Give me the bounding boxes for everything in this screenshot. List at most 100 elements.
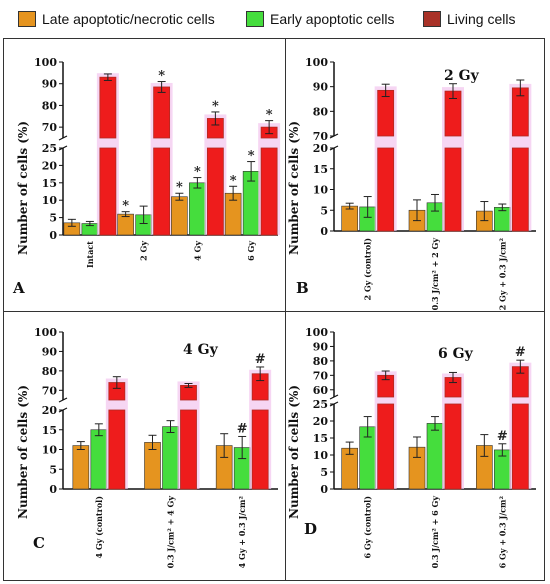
significance-mark: * — [230, 173, 237, 188]
y-tick-label: 0 — [320, 483, 328, 496]
legend: Late apoptotic/necrotic cells Early apop… — [0, 0, 550, 38]
bar-living — [99, 147, 117, 236]
legend-swatch-late — [18, 11, 36, 27]
y-tick-label: 20 — [42, 404, 58, 417]
chart-panel-c: 0 5 10 15 20 70 80 90 100 Number of cells (%) 4 Gy… — [16, 326, 278, 569]
y-tick-label: 90 — [313, 340, 329, 353]
y-tick-label: 100 — [305, 56, 328, 69]
bar-living — [260, 147, 278, 236]
x-tick-label: 4 Gy (control) — [94, 496, 104, 559]
significance-mark: * — [248, 149, 255, 164]
bar-living — [377, 403, 395, 490]
x-tick-label: 0.3 J/cm² + 2 Gy — [430, 238, 440, 311]
y-tick-label: 5 — [320, 204, 328, 217]
legend-label-early: Early apoptotic cells — [270, 11, 395, 27]
significance-mark: * — [266, 108, 273, 123]
bar-late — [117, 213, 134, 236]
legend-swatch-living — [423, 11, 441, 27]
axis-break-mark-top — [58, 397, 68, 403]
bar-living — [251, 409, 269, 490]
bar-living — [108, 409, 126, 490]
y-tick-label: 100 — [34, 326, 57, 339]
y-tick-label: 80 — [313, 355, 329, 368]
significance-mark: # — [497, 429, 508, 444]
x-tick-label: Intact — [85, 241, 95, 268]
panel-letter: D — [304, 520, 317, 538]
x-tick-label: 4 Gy — [192, 241, 202, 261]
y-tick-label: 90 — [42, 345, 58, 358]
significance-mark: * — [122, 199, 129, 214]
significance-mark: * — [176, 180, 183, 195]
bar-living — [444, 147, 462, 232]
y-tick-label: 20 — [42, 159, 58, 172]
significance-mark: # — [237, 421, 248, 436]
significance-mark: * — [212, 99, 219, 114]
y-axis-label: Number of cells (%) — [287, 121, 301, 255]
figure-frame — [3, 38, 545, 581]
y-tick-label: 25 — [313, 398, 328, 411]
bar-early — [162, 426, 179, 490]
bar-living — [444, 403, 462, 490]
bar-living — [180, 409, 197, 490]
y-tick-label: 10 — [313, 449, 329, 462]
x-tick-label: 2 Gy — [139, 241, 149, 261]
y-tick-label: 15 — [313, 163, 328, 176]
bar-early — [189, 182, 206, 236]
y-tick-label: 5 — [49, 463, 57, 476]
y-tick-label: 60 — [313, 384, 329, 397]
y-tick-label: 15 — [42, 424, 57, 437]
y-tick-label: 10 — [42, 444, 58, 457]
y-tick-label: 80 — [42, 99, 58, 112]
bar-living — [206, 147, 224, 236]
y-tick-label: 0 — [49, 229, 57, 242]
x-tick-label: 2 Gy (control) — [363, 238, 373, 301]
y-tick-label: 70 — [313, 369, 329, 382]
significance-mark: * — [194, 165, 201, 180]
y-tick-label: 70 — [313, 130, 329, 143]
bar-early — [426, 423, 444, 490]
y-axis-label: Number of cells (%) — [16, 385, 30, 519]
y-axis-label: Number of cells (%) — [16, 121, 30, 255]
y-tick-label: 5 — [320, 466, 328, 479]
chart-panel-a: 0 5 10 15 20 25 70 80 90 100 Number of cells (%) A I… — [12, 56, 281, 297]
bar-living — [153, 86, 171, 139]
bar-late — [171, 196, 188, 236]
axis-break-mark-top — [329, 394, 339, 400]
legend-swatch-early — [246, 11, 264, 27]
axis-break-mark-top — [58, 135, 68, 141]
y-tick-label: 20 — [313, 142, 329, 155]
y-tick-label: 10 — [313, 184, 329, 197]
y-tick-label: 80 — [313, 105, 329, 118]
y-axis-label: Number of cells (%) — [287, 385, 301, 519]
x-tick-label: 0.3 J/cm² + 6 Gy — [430, 496, 440, 569]
legend-item-late: Late apoptotic/necrotic cells — [18, 10, 215, 28]
bar-living — [377, 147, 395, 232]
y-tick-label: 15 — [313, 432, 328, 445]
bar-living — [377, 89, 395, 137]
legend-label-late: Late apoptotic/necrotic cells — [42, 11, 215, 27]
legend-label-living: Living cells — [447, 11, 516, 27]
y-tick-label: 80 — [42, 365, 58, 378]
bar-living — [153, 147, 171, 236]
y-tick-label: 100 — [34, 56, 57, 69]
y-tick-label: 70 — [42, 121, 58, 134]
significance-mark: # — [515, 345, 526, 360]
y-tick-label: 0 — [320, 225, 328, 238]
y-tick-label: 100 — [305, 326, 328, 339]
panel-letter: A — [12, 279, 25, 297]
bar-living — [511, 147, 529, 232]
chart-title: 6 Gy — [438, 346, 474, 362]
x-tick-label: 6 Gy (control) — [363, 496, 373, 559]
bar-living — [511, 403, 529, 490]
y-tick-label: 0 — [49, 483, 57, 496]
bar-late — [72, 445, 90, 490]
x-tick-label: 2 Gy + 0.3 J/cm² — [497, 238, 507, 311]
chart-title: 2 Gy — [444, 68, 480, 84]
panel-divider-vertical — [285, 38, 286, 581]
x-tick-label: 0.3 J/cm² + 4 Gy — [166, 496, 176, 569]
panel-divider-horizontal — [3, 311, 545, 312]
chart-title: 4 Gy — [183, 342, 219, 358]
bar-early — [90, 429, 108, 490]
significance-mark: # — [255, 352, 266, 367]
